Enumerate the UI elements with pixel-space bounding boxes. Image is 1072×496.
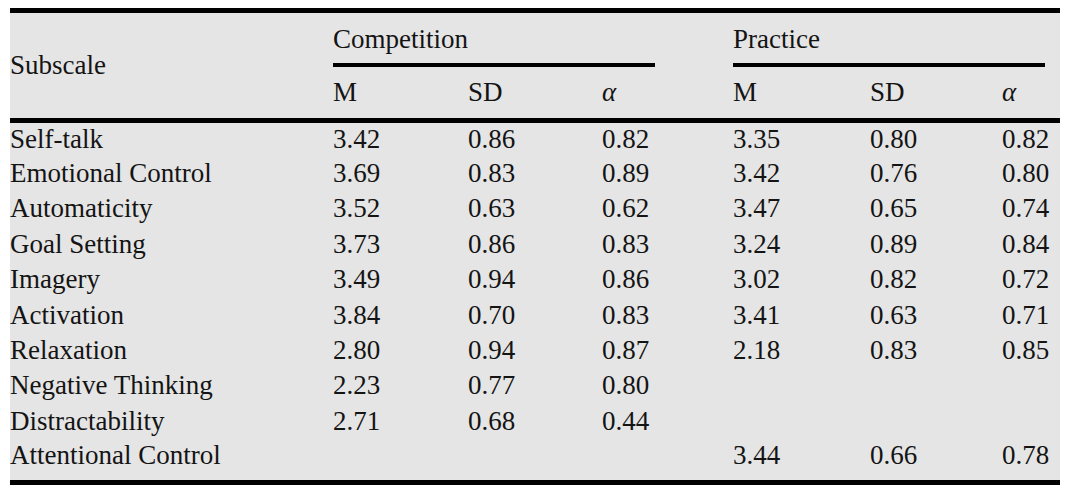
cell: 0.68	[468, 404, 602, 439]
cell: 3.24	[733, 227, 870, 262]
cell: 0.77	[468, 368, 602, 403]
table-row: Negative Thinking 2.23 0.77 0.80	[10, 368, 1060, 403]
col-header-practice-alpha: α	[1002, 66, 1060, 121]
group-header-practice: Practice	[733, 11, 1060, 67]
cell	[602, 439, 733, 482]
table-row: Self-talk 3.42 0.86 0.82 3.35 0.80 0.82	[10, 121, 1060, 156]
col-header-competition-sd: SD	[468, 66, 602, 121]
table-row: Automaticity 3.52 0.63 0.62 3.47 0.65 0.…	[10, 191, 1060, 226]
row-label: Relaxation	[10, 333, 333, 368]
cell: 0.82	[870, 262, 1002, 297]
competition-group-underline	[333, 63, 655, 67]
table-row: Emotional Control 3.69 0.83 0.89 3.42 0.…	[10, 156, 1060, 191]
cell: 0.66	[870, 439, 1002, 482]
cell: 0.70	[468, 297, 602, 332]
corner-header-subscale: Subscale	[10, 11, 333, 121]
col-header-competition-alpha: α	[602, 66, 733, 121]
cell: 0.89	[602, 156, 733, 191]
cell: 3.42	[333, 121, 468, 156]
cell: 0.94	[468, 262, 602, 297]
cell: 0.83	[468, 156, 602, 191]
table-row: Activation 3.84 0.70 0.83 3.41 0.63 0.71	[10, 297, 1060, 332]
cell: 0.78	[1002, 439, 1060, 482]
table-row: Distractability 2.71 0.68 0.44	[10, 404, 1060, 439]
col-header-practice-sd: SD	[870, 66, 1002, 121]
group-header-competition: Competition	[333, 11, 733, 67]
cell: 3.52	[333, 191, 468, 226]
cell: 3.44	[733, 439, 870, 482]
cell: 0.94	[468, 333, 602, 368]
cell: 3.35	[733, 121, 870, 156]
cell: 3.02	[733, 262, 870, 297]
table-row: Attentional Control 3.44 0.66 0.78	[10, 439, 1060, 482]
cell: 0.84	[1002, 227, 1060, 262]
cell: 0.62	[602, 191, 733, 226]
cell: 0.83	[602, 297, 733, 332]
cell: 2.71	[333, 404, 468, 439]
practice-group-underline	[733, 63, 1045, 67]
cell: 3.41	[733, 297, 870, 332]
cell: 0.74	[1002, 191, 1060, 226]
row-label: Goal Setting	[10, 227, 333, 262]
cell: 0.80	[1002, 156, 1060, 191]
cell	[733, 404, 870, 439]
cell	[870, 368, 1002, 403]
row-label: Activation	[10, 297, 333, 332]
cell: 0.83	[870, 333, 1002, 368]
cell: 0.83	[602, 227, 733, 262]
cell: 0.80	[870, 121, 1002, 156]
cell: 0.82	[602, 121, 733, 156]
cell	[1002, 404, 1060, 439]
cell: 0.85	[1002, 333, 1060, 368]
col-header-practice-m: M	[733, 66, 870, 121]
cell: 3.73	[333, 227, 468, 262]
row-label: Emotional Control	[10, 156, 333, 191]
cell: 2.18	[733, 333, 870, 368]
cell: 3.49	[333, 262, 468, 297]
cell: 2.23	[333, 368, 468, 403]
cell	[333, 439, 468, 482]
cell: 0.86	[602, 262, 733, 297]
table-row: Goal Setting 3.73 0.86 0.83 3.24 0.89 0.…	[10, 227, 1060, 262]
cell: 0.82	[1002, 121, 1060, 156]
cell: 0.80	[602, 368, 733, 403]
col-header-competition-m: M	[333, 66, 468, 121]
cell	[733, 368, 870, 403]
cell: 0.65	[870, 191, 1002, 226]
cell: 0.44	[602, 404, 733, 439]
cell: 0.87	[602, 333, 733, 368]
row-label: Self-talk	[10, 121, 333, 156]
cell: 3.47	[733, 191, 870, 226]
cell: 3.42	[733, 156, 870, 191]
cell: 0.86	[468, 121, 602, 156]
cell: 0.63	[468, 191, 602, 226]
cell: 0.63	[870, 297, 1002, 332]
cell: 3.69	[333, 156, 468, 191]
cell	[1002, 368, 1060, 403]
descriptive-statistics-table: Subscale Competition Practice M SD α M S…	[10, 8, 1060, 485]
row-label: Imagery	[10, 262, 333, 297]
cell: 0.76	[870, 156, 1002, 191]
cell: 0.89	[870, 227, 1002, 262]
row-label: Attentional Control	[10, 439, 333, 482]
cell: 0.71	[1002, 297, 1060, 332]
cell: 2.80	[333, 333, 468, 368]
cell	[870, 404, 1002, 439]
paper-table-figure: Subscale Competition Practice M SD α M S…	[0, 0, 1072, 496]
table-row: Relaxation 2.80 0.94 0.87 2.18 0.83 0.85	[10, 333, 1060, 368]
cell: 0.72	[1002, 262, 1060, 297]
cell	[468, 439, 602, 482]
table-row: Imagery 3.49 0.94 0.86 3.02 0.82 0.72	[10, 262, 1060, 297]
cell: 3.84	[333, 297, 468, 332]
group-header-row: Subscale Competition Practice	[10, 11, 1060, 67]
row-label: Automaticity	[10, 191, 333, 226]
table-body: Self-talk 3.42 0.86 0.82 3.35 0.80 0.82 …	[10, 121, 1060, 483]
cell: 0.86	[468, 227, 602, 262]
row-label: Negative Thinking	[10, 368, 333, 403]
row-label: Distractability	[10, 404, 333, 439]
